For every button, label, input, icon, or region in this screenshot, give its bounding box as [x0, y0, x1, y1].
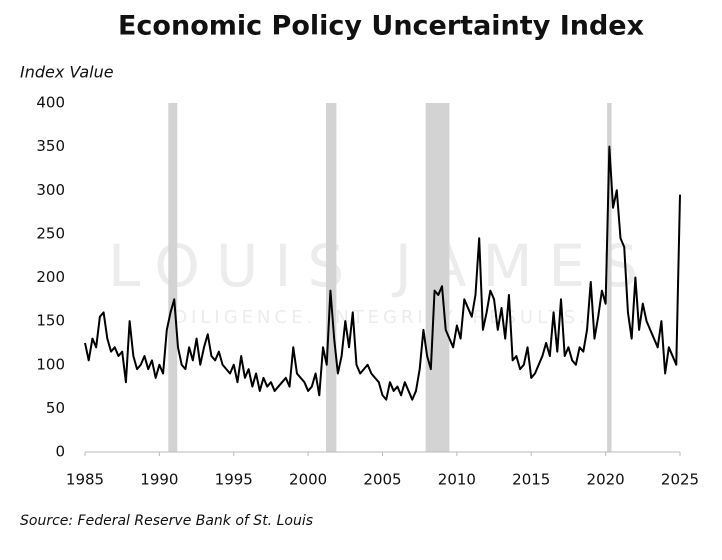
recession-band: [607, 103, 612, 452]
recession-band: [425, 103, 450, 452]
y-tick-label: 0: [55, 443, 65, 461]
x-tick-label: 2005: [363, 471, 401, 489]
source: Source: Federal Reserve Bank of St. Loui…: [20, 513, 313, 529]
y-tick-label: 150: [36, 312, 65, 330]
x-tick-label: 1985: [66, 471, 104, 489]
x-tick-label: 2020: [587, 471, 625, 489]
y-tick-label: 350: [36, 137, 65, 155]
y-tick-label: 250: [36, 224, 65, 242]
recession-band: [325, 103, 337, 452]
y-tick-label: 50: [46, 399, 65, 417]
y-tick-label: 400: [36, 94, 65, 112]
recession-band: [168, 103, 178, 452]
x-tick-label: 2015: [512, 471, 550, 489]
x-tick-label: 2000: [289, 471, 327, 489]
y-axis-label: Index Value: [20, 63, 114, 82]
y-tick-label: 200: [36, 268, 65, 286]
x-tick-label: 1990: [140, 471, 178, 489]
x-tick-label: 2010: [438, 471, 476, 489]
x-tick-label: 2025: [661, 471, 699, 489]
y-tick-label: 100: [36, 355, 65, 373]
watermark: LOUIS JAMES: [108, 232, 654, 300]
data-line: [84, 145, 681, 401]
y-tick-label: 300: [36, 181, 65, 199]
x-tick-label: 1995: [215, 471, 253, 489]
watermark-tagline: DILIGENCE. INTEGRITY. RESULTS.: [173, 307, 589, 328]
chart-title: Economic Policy Uncertainty Index: [118, 11, 644, 42]
